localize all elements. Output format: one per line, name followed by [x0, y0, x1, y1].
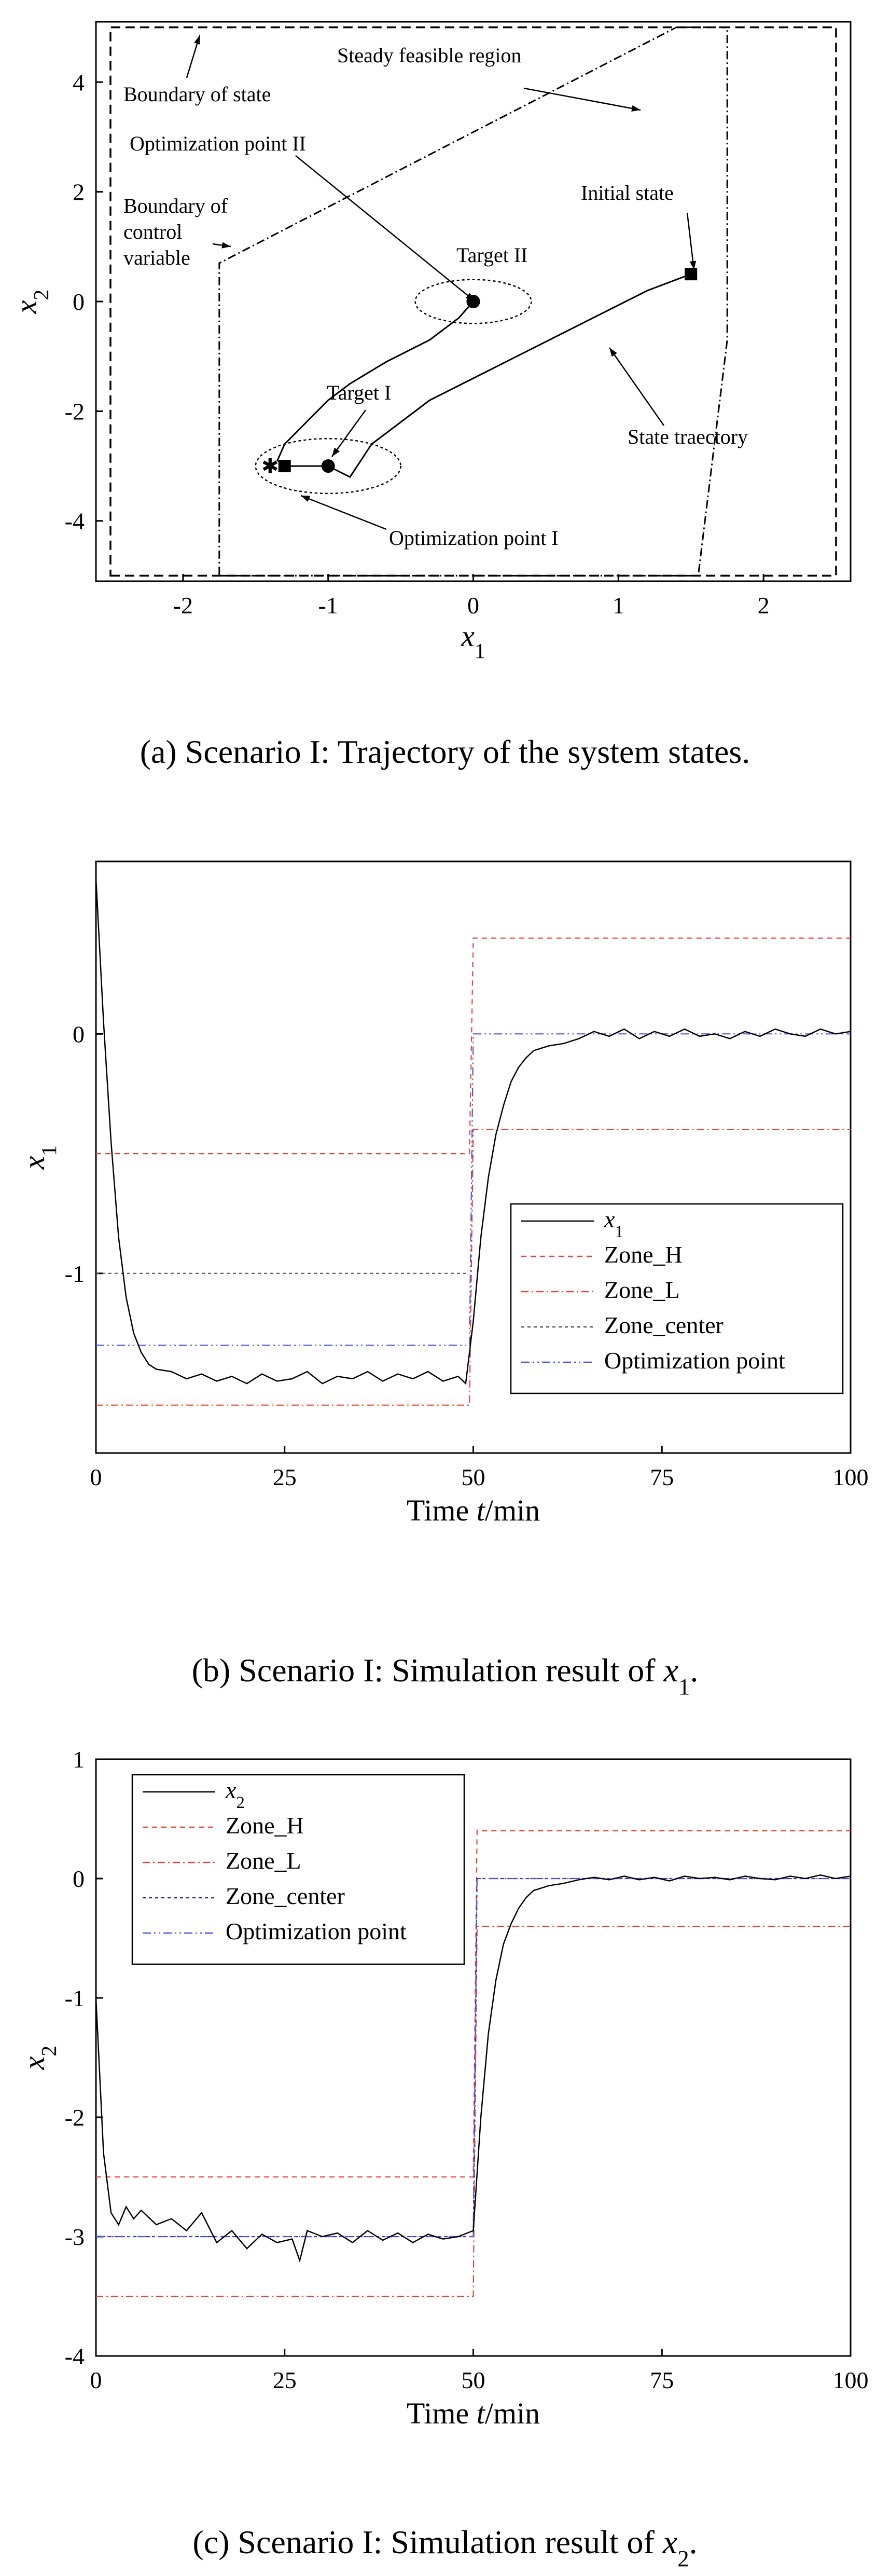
c-legend-label: Optimization point — [226, 1918, 407, 1944]
c-xtick-label: 25 — [273, 2367, 297, 2393]
arrow-target-i — [331, 409, 367, 457]
b-yaxis-label: x1 — [17, 1145, 61, 1170]
b-ytick-label: -1 — [65, 1260, 85, 1287]
ann-state-trajectory: State traectory — [628, 425, 748, 448]
boundary-of-control-variable — [218, 26, 728, 577]
arrow-optimization-point-i — [300, 495, 387, 530]
target-II-ellipse — [414, 279, 532, 324]
b-xtick-label: 0 — [90, 1464, 102, 1490]
c-legend-label: Zone_L — [226, 1847, 301, 1874]
a-xtick-label: 0 — [467, 592, 479, 619]
arrow-state-trajectory-head — [609, 348, 617, 357]
c-xtick-label: 100 — [833, 2367, 869, 2393]
a-xtick-label: 2 — [758, 592, 770, 619]
b-xtick-label: 75 — [650, 1464, 674, 1490]
arrow-boundary-of-control-head — [221, 242, 231, 249]
b-xaxis-label: Time t/min — [407, 1493, 540, 1527]
c-ytick-label: -2 — [65, 2104, 85, 2131]
arrow-optimization-point-ii-head — [465, 293, 475, 301]
marker-star: ✱ — [261, 455, 279, 478]
c-ytick-label: 1 — [73, 1746, 85, 1773]
c-xtick-label: 50 — [462, 2367, 485, 2393]
arrow-initial-state — [686, 212, 695, 270]
a-xtick-label: -1 — [318, 592, 338, 619]
marker-initial-state — [685, 268, 698, 281]
arrow-target-i-head — [332, 447, 340, 457]
marker-optimization-point-i — [278, 460, 291, 473]
arrow-state-trajectory — [608, 347, 665, 426]
ann-optimization-point-i: Optimization point I — [389, 526, 559, 550]
b-legend-label: Zone_center — [604, 1312, 724, 1338]
b-xtick-label: 25 — [273, 1464, 297, 1490]
ann-target-i: Target I — [327, 381, 391, 404]
c-ytick-label: 0 — [73, 1866, 85, 1892]
c-series-x2 — [95, 1874, 851, 2263]
c-series-zone_h — [96, 1830, 851, 2178]
arrow-boundary-of-state-head — [194, 35, 200, 45]
arrow-steady-feasible-region — [523, 87, 641, 111]
a-ytick-label: 4 — [73, 69, 85, 95]
c-legend-label: Zone_center — [226, 1883, 345, 1909]
b-legend-label: Zone_L — [604, 1277, 680, 1303]
b-xtick-label: 100 — [833, 1464, 869, 1490]
arrow-optimization-point-i-head — [301, 496, 310, 502]
b-legend-label: Optimization point — [604, 1347, 785, 1374]
c-xtick-label: 75 — [650, 2367, 674, 2393]
a-xtick-label: -2 — [173, 592, 193, 619]
c-legend-label: x2 — [225, 1777, 245, 1812]
ann-boundary-of-control-1: Boundary of — [123, 194, 228, 217]
ann-initial-state: Initial state — [581, 181, 674, 204]
arrow-optimization-point-ii — [295, 155, 475, 302]
c-legend-label: Zone_H — [226, 1812, 304, 1839]
caption-b: (b) Scenario I: Simulation result of x1. — [192, 1652, 699, 1700]
b-series-zone_h — [96, 937, 851, 1155]
target-I-ellipse — [255, 437, 401, 495]
c-ytick-label: -4 — [65, 2343, 85, 2369]
b-ytick-label: 0 — [73, 1021, 85, 1047]
a-yaxis-label: x2 — [9, 290, 53, 314]
caption-a: (a) Scenario I: Trajectory of the system… — [140, 733, 750, 770]
ann-steady-feasible-region: Steady feasible region — [337, 44, 521, 67]
a-xtick-label: 1 — [613, 592, 624, 619]
c-xtick-label: 0 — [90, 2367, 102, 2393]
b-xtick-label: 50 — [462, 1464, 485, 1490]
b-series-zone_l — [96, 1129, 851, 1406]
ann-optimization-point-ii: Optimization point II — [130, 132, 306, 155]
arrow-steady-feasible-region-head — [631, 105, 641, 112]
b-legend-label: Zone_H — [604, 1241, 683, 1268]
ann-boundary-of-control-2: control — [123, 220, 182, 243]
c-series-optimization-point — [96, 1878, 851, 2238]
c-series-zone_l — [96, 1925, 851, 2297]
state-trajectory-line — [276, 273, 691, 478]
a-ytick-label: 0 — [73, 289, 85, 315]
a-ytick-label: -2 — [65, 398, 85, 424]
arrow-initial-state-head — [689, 261, 697, 270]
b-legend-label: x1 — [604, 1206, 623, 1241]
ann-boundary-of-control-3: variable — [123, 246, 190, 269]
c-ytick-label: -3 — [65, 2224, 85, 2250]
ann-boundary-of-state: Boundary of state — [123, 83, 271, 106]
c-yaxis-label: x2 — [17, 2046, 61, 2071]
caption-c: (c) Scenario I: Simulation result of x2. — [192, 2524, 697, 2571]
c-ytick-label: -1 — [65, 1985, 85, 2011]
ann-target-ii: Target II — [456, 243, 528, 267]
b-series-x1 — [95, 878, 851, 1385]
a-ytick-label: 2 — [73, 179, 85, 205]
marker-target-i — [321, 459, 335, 473]
c-xaxis-label: Time t/min — [407, 2396, 540, 2430]
a-xaxis-label: x1 — [461, 619, 485, 663]
a-ytick-label: -4 — [65, 508, 85, 535]
